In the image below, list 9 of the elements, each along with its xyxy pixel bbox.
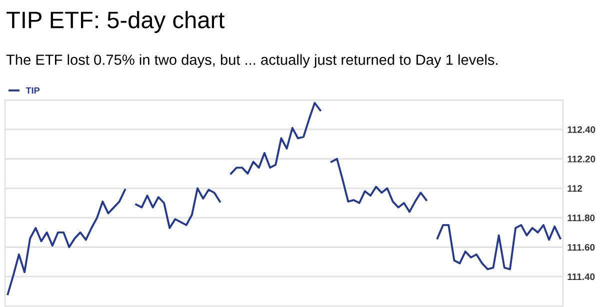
y-tick-label: 111.60 bbox=[568, 244, 595, 251]
y-tick-label: 112.40 bbox=[568, 126, 596, 133]
y-tick-label: 112.20 bbox=[568, 156, 596, 162]
legend-label: TIP bbox=[26, 87, 40, 94]
chart-subtitle: The ETF lost 0.75% in two days, but ... actually just returned to Day 1 levels. bbox=[6, 54, 498, 68]
y-tick-label: 112 bbox=[568, 185, 582, 192]
y-tick-label: 111.80 bbox=[568, 214, 595, 222]
y-tick-label: 111.40 bbox=[568, 273, 595, 280]
chart-title: TIP ETF: 5-day chart bbox=[6, 10, 225, 34]
